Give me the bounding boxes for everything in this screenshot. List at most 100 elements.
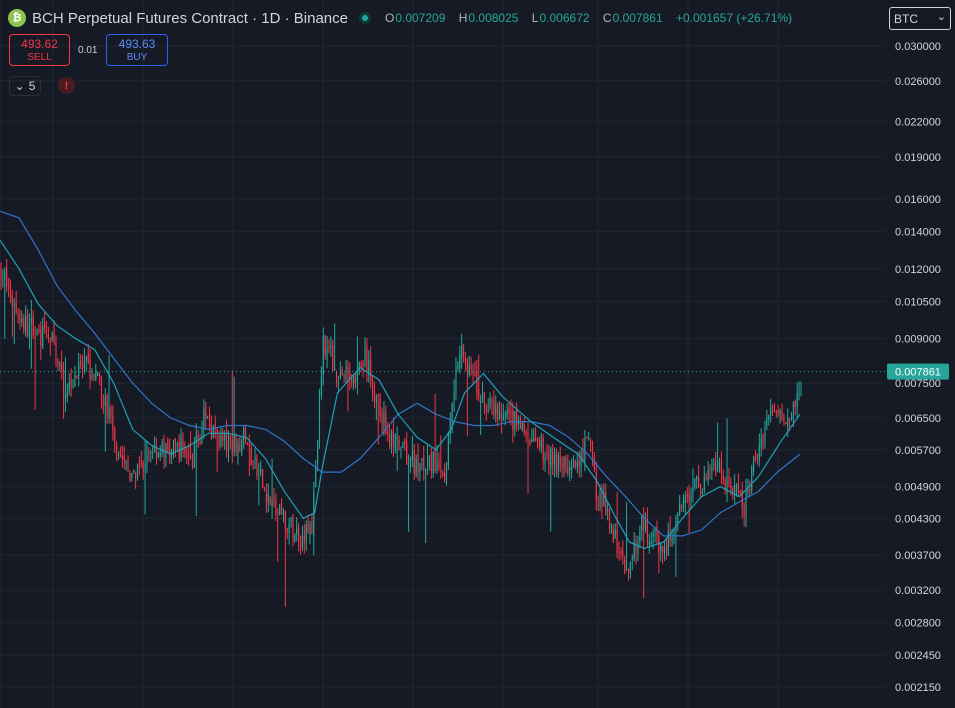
candle-body <box>133 469 135 472</box>
candle-body <box>451 404 453 423</box>
symbol-title[interactable]: BCH Perpetual Futures Contract · 1D · Bi… <box>32 9 348 27</box>
buy-label: BUY <box>126 52 148 63</box>
candle-body <box>504 414 506 416</box>
candle-body <box>296 527 298 534</box>
candle-body <box>789 418 791 420</box>
candle-body <box>385 412 387 434</box>
candle-body <box>191 461 194 467</box>
candle-body <box>100 375 103 402</box>
candle-body <box>781 410 783 420</box>
candle-body <box>529 438 531 445</box>
candle-body <box>743 506 745 516</box>
price-tick-label: 0.005700 <box>895 445 941 457</box>
candle-body <box>497 404 499 419</box>
candle-body <box>394 435 396 450</box>
candle-body <box>419 463 421 473</box>
candle-body <box>62 369 65 398</box>
candle-body <box>324 335 326 356</box>
candle-body <box>472 372 474 374</box>
candle-body <box>243 427 245 441</box>
candle-body <box>373 391 376 400</box>
candle-body <box>239 443 241 451</box>
buy-button[interactable]: 493.63 BUY <box>106 34 168 66</box>
candle-body <box>335 372 338 379</box>
candle-body <box>377 395 379 397</box>
candle-body <box>68 382 70 391</box>
candle-body <box>555 453 558 471</box>
currency-value: BTC <box>894 11 918 26</box>
candle-body <box>464 356 467 361</box>
indicators-toggle-button[interactable]: ⌄ 5 <box>9 76 41 96</box>
candle-body <box>440 470 442 472</box>
candle-body <box>370 358 372 382</box>
candle-body <box>252 461 254 463</box>
candle-body <box>15 302 17 313</box>
price-tick-label: 0.012000 <box>895 264 941 276</box>
candle-body <box>222 435 224 441</box>
candle-body <box>61 361 63 372</box>
candle-body <box>652 533 654 538</box>
candle-body <box>362 362 364 367</box>
candle-body <box>730 484 732 491</box>
spread-value: 0.01 <box>78 45 98 56</box>
price-axis[interactable]: 0.030000 0.026000 0.022000 0.019000 0.016000… <box>895 41 941 694</box>
candle-body <box>760 437 762 448</box>
candle-body <box>277 512 279 514</box>
candle-body <box>438 459 440 468</box>
candle-body <box>572 462 575 468</box>
chevron-down-icon: ⌄ <box>936 11 946 23</box>
candle-body <box>99 375 101 377</box>
candle-body <box>117 451 120 454</box>
candle-body <box>112 415 114 430</box>
candle-body <box>392 429 394 448</box>
candle-body <box>686 494 688 497</box>
candle-body <box>785 422 787 424</box>
candle-body <box>210 425 212 438</box>
candle-body <box>523 424 525 434</box>
candle-body <box>434 449 436 471</box>
candle-body <box>28 324 31 339</box>
candle-body <box>590 440 592 446</box>
candle-body <box>152 451 154 453</box>
candle-body <box>756 453 758 460</box>
candle-body <box>499 410 501 418</box>
candle-body <box>260 469 262 472</box>
candle-body <box>167 440 169 453</box>
candle-body <box>582 449 584 462</box>
candle-body <box>334 369 336 371</box>
sell-label: SELL <box>27 52 52 63</box>
candle-body <box>650 540 652 544</box>
warning-icon[interactable]: ! <box>58 77 75 94</box>
candle-body <box>445 466 448 484</box>
candle-body <box>681 504 683 510</box>
candle-body <box>758 445 760 461</box>
candle-body <box>339 372 341 378</box>
candle-body <box>512 410 514 431</box>
candle-body <box>762 434 764 443</box>
candle-body <box>36 328 38 335</box>
candle-body <box>796 392 798 407</box>
price-tick-label: 0.002800 <box>895 618 941 630</box>
candle-body <box>571 465 573 471</box>
candle-body <box>184 446 186 455</box>
candle-body <box>155 445 158 457</box>
candle-body <box>138 464 140 466</box>
currency-select[interactable]: BTC ⌄ <box>889 7 951 30</box>
candle-body <box>4 271 6 281</box>
candle-body <box>231 439 233 455</box>
candle-body <box>379 397 381 417</box>
market-status-icon[interactable] <box>358 12 371 24</box>
candle-body <box>265 492 267 504</box>
candle-body <box>561 463 563 468</box>
candle-body <box>119 451 121 457</box>
candle-body <box>692 486 694 495</box>
candle-body <box>216 428 218 434</box>
candle-body <box>436 461 438 471</box>
candle-body <box>608 511 611 530</box>
candle-body <box>535 438 537 442</box>
candle-body <box>426 456 429 467</box>
sell-button[interactable]: 493.62 SELL <box>9 34 70 66</box>
candle-body <box>95 372 97 380</box>
candle-body <box>182 439 184 448</box>
